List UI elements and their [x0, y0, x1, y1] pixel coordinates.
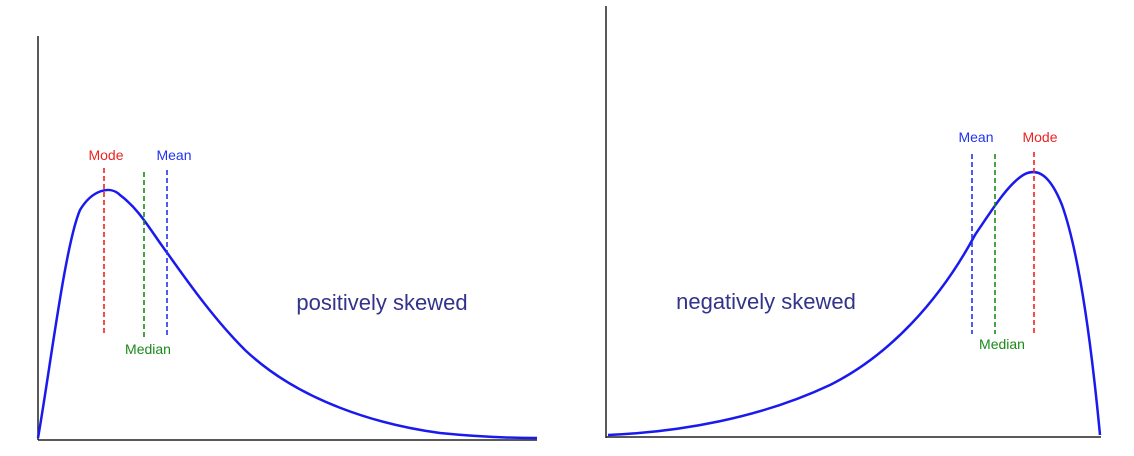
distribution-curve: [607, 170, 1102, 437]
panel-caption: negatively skewed: [676, 289, 856, 314]
positive-skew-panel: Mode Median Mean positively skewed: [36, 36, 538, 441]
distribution-curve: [36, 188, 538, 440]
mean-label: Mean: [958, 129, 993, 145]
mean-label: Mean: [156, 147, 191, 163]
median-label: Median: [979, 336, 1025, 352]
panel-caption: positively skewed: [296, 290, 467, 315]
median-label: Median: [125, 341, 171, 357]
mode-label: Mode: [88, 147, 123, 163]
mode-label: Mode: [1022, 129, 1057, 145]
negative-skew-panel: Mean Median Mode negatively skewed: [605, 6, 1102, 438]
